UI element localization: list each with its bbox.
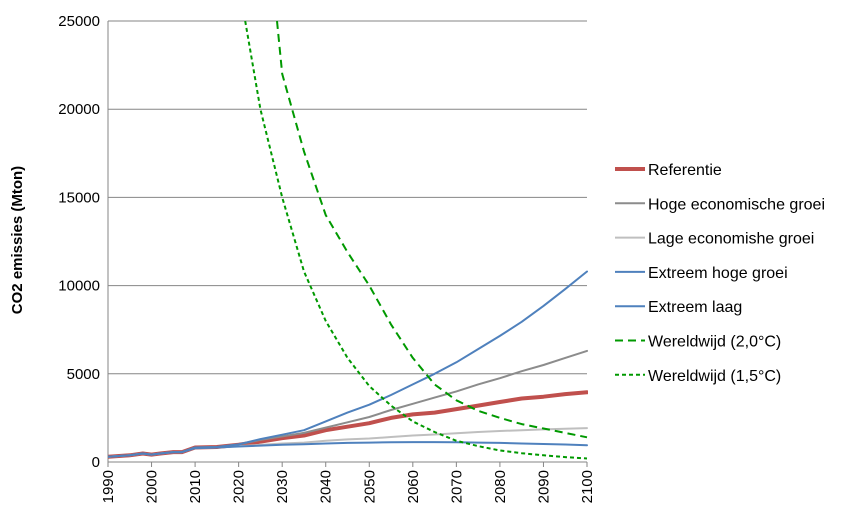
series-line (108, 349, 588, 458)
legend-label: Wereldwijd (2,0°C) (648, 334, 781, 351)
x-tick-label: 2100 (579, 470, 596, 503)
series-line (108, 270, 588, 458)
x-tick-labels: 1990 2000 2010 2020 2030 2040 2050 2060 2070 2080… (100, 462, 596, 503)
x-tick-label: 2030 (274, 470, 291, 503)
y-tick-label: 25000 (58, 13, 100, 30)
y-tick-label: 0 (92, 454, 100, 471)
x-tick-label: 2000 (144, 470, 161, 503)
x-tick-label: 2020 (231, 470, 248, 503)
x-tick-label: 2070 (448, 470, 465, 503)
y-tick-label: 10000 (58, 278, 100, 295)
legend-label: Hoge economische groei (648, 196, 825, 213)
gridlines (108, 20, 587, 375)
legend-label: Lage economishe groei (648, 231, 814, 248)
x-tick-label: 2050 (361, 470, 378, 503)
legend-label: Extreem laag (648, 299, 742, 316)
x-tick-label: 2010 (187, 470, 204, 503)
legend-label: Extreem hoge groei (648, 265, 788, 282)
x-tick-label: 2090 (535, 470, 552, 503)
y-axis-title: CO2 emissies (Mton) (9, 166, 26, 314)
y-tick-label: 20000 (58, 101, 100, 118)
y-tick-label: 15000 (58, 189, 100, 206)
x-tick-label: 2060 (405, 470, 422, 503)
y-tick-label: 5000 (67, 366, 100, 383)
series-line (108, 390, 588, 459)
legend: Referentie Hoge economische groei Lage eco… (615, 162, 825, 385)
y-tick-labels: 0 5000 10000 15000 20000 25000 (58, 13, 100, 471)
series-lines (108, 20, 588, 460)
legend-label: Referentie (648, 162, 722, 179)
x-tick-label: 1990 (100, 470, 117, 503)
legend-label: Wereldwijd (1,5°C) (648, 368, 781, 385)
series-line (244, 20, 588, 460)
series-line (108, 441, 588, 458)
x-tick-label: 2080 (492, 470, 509, 503)
series-line (276, 20, 588, 439)
x-tick-label: 2040 (318, 470, 335, 503)
